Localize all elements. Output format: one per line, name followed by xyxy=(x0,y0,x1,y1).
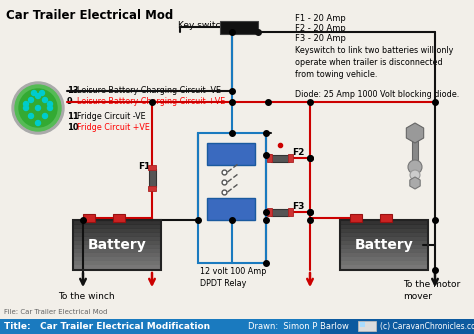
Bar xyxy=(73,220,161,270)
Bar xyxy=(340,236,428,241)
Circle shape xyxy=(43,114,47,119)
Bar xyxy=(73,264,161,269)
Bar xyxy=(267,154,272,162)
Bar xyxy=(288,154,293,162)
Text: F2 - 20 Amp: F2 - 20 Amp xyxy=(295,24,346,33)
Bar xyxy=(149,169,156,187)
Bar xyxy=(340,260,428,265)
Bar xyxy=(207,198,255,220)
Bar xyxy=(340,220,428,270)
Text: Fridge Circuit +VE: Fridge Circuit +VE xyxy=(77,123,150,132)
Text: To the winch: To the winch xyxy=(58,292,115,301)
Text: Drawn:  Simon P Barlow: Drawn: Simon P Barlow xyxy=(248,322,349,331)
Bar xyxy=(412,133,418,163)
Text: Leisure Battery Charging Circuit +VE: Leisure Battery Charging Circuit +VE xyxy=(77,97,225,106)
Text: To the motor
mover: To the motor mover xyxy=(403,280,460,301)
Text: Fridge Circuit -VE: Fridge Circuit -VE xyxy=(77,112,146,121)
Text: 9: 9 xyxy=(67,97,73,106)
Bar xyxy=(73,224,161,229)
Bar xyxy=(340,240,428,245)
Text: Battery: Battery xyxy=(88,238,146,252)
Bar xyxy=(73,256,161,261)
Bar xyxy=(271,155,289,162)
Circle shape xyxy=(19,89,57,127)
Bar xyxy=(340,248,428,253)
Bar xyxy=(207,143,255,165)
Polygon shape xyxy=(410,177,420,189)
Circle shape xyxy=(410,170,420,180)
Text: File: Car Trailer Electrical Mod: File: Car Trailer Electrical Mod xyxy=(4,309,108,315)
Text: Diode: 25 Amp 1000 Volt blocking diode.: Diode: 25 Amp 1000 Volt blocking diode. xyxy=(295,90,459,99)
Text: Keyswitch to link two batteries will only
operate when trailer is disconnected
f: Keyswitch to link two batteries will onl… xyxy=(295,46,453,79)
Bar xyxy=(73,244,161,249)
Bar xyxy=(73,260,161,265)
Text: Key switch: Key switch xyxy=(178,21,226,30)
Bar xyxy=(340,264,428,269)
Text: F2: F2 xyxy=(292,148,304,157)
Bar xyxy=(73,248,161,253)
Text: Leisure Battery Charging Circuit -VE: Leisure Battery Charging Circuit -VE xyxy=(77,86,221,95)
Text: 10: 10 xyxy=(67,123,79,132)
Circle shape xyxy=(47,106,53,111)
Circle shape xyxy=(36,106,40,111)
Circle shape xyxy=(47,102,53,107)
Bar xyxy=(73,232,161,237)
Circle shape xyxy=(39,91,45,96)
Text: F1: F1 xyxy=(138,162,150,171)
Text: F3 - 20 Amp: F3 - 20 Amp xyxy=(295,34,346,43)
Bar xyxy=(340,252,428,257)
Circle shape xyxy=(28,98,34,103)
Bar xyxy=(380,214,392,222)
Polygon shape xyxy=(406,123,424,143)
Circle shape xyxy=(36,121,40,126)
Text: F1 - 20 Amp: F1 - 20 Amp xyxy=(295,14,346,23)
Bar xyxy=(350,214,362,222)
Circle shape xyxy=(24,106,28,111)
Bar xyxy=(340,256,428,261)
Text: F3: F3 xyxy=(292,202,304,211)
Bar xyxy=(73,220,161,225)
Text: (c) CaravanChronicles.com: (c) CaravanChronicles.com xyxy=(380,322,474,331)
Text: Car Trailer Electrical Mod: Car Trailer Electrical Mod xyxy=(6,9,173,22)
Text: Title:   Car Trailer Electrical Modification: Title: Car Trailer Electrical Modificati… xyxy=(4,322,210,331)
Circle shape xyxy=(43,98,47,103)
Bar xyxy=(320,319,474,334)
Bar xyxy=(73,236,161,241)
Bar xyxy=(288,208,293,216)
Text: 13: 13 xyxy=(67,86,79,95)
Bar xyxy=(113,214,125,222)
Bar xyxy=(83,214,95,222)
Bar xyxy=(220,21,258,34)
Bar xyxy=(358,321,376,331)
Circle shape xyxy=(24,102,28,107)
Bar xyxy=(340,228,428,233)
Circle shape xyxy=(12,82,64,134)
Circle shape xyxy=(36,94,40,99)
Bar xyxy=(340,220,428,225)
Text: 11: 11 xyxy=(67,112,79,121)
Circle shape xyxy=(408,160,422,174)
Bar xyxy=(198,133,266,263)
Bar xyxy=(73,240,161,245)
Text: Battery: Battery xyxy=(355,238,413,252)
Text: 12 volt 100 Amp
DPDT Relay: 12 volt 100 Amp DPDT Relay xyxy=(200,267,266,288)
Bar xyxy=(148,186,156,191)
Circle shape xyxy=(31,91,36,96)
Bar xyxy=(73,228,161,233)
Bar xyxy=(340,244,428,249)
Bar xyxy=(271,209,289,216)
Bar xyxy=(73,252,161,257)
Circle shape xyxy=(28,114,34,119)
Bar xyxy=(267,208,272,216)
Bar xyxy=(340,232,428,237)
Bar xyxy=(340,224,428,229)
Bar xyxy=(360,322,365,327)
Bar xyxy=(0,319,320,334)
Bar xyxy=(148,165,156,170)
Circle shape xyxy=(15,85,61,131)
